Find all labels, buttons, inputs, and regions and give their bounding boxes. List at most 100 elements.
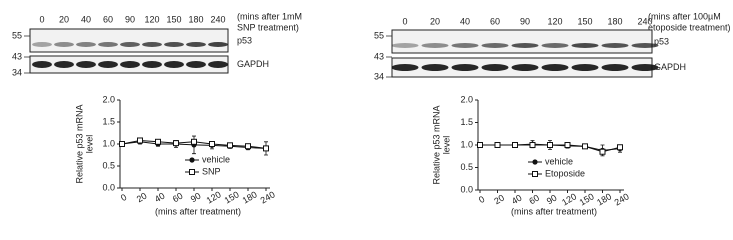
data-point bbox=[191, 138, 197, 145]
blot-annotation: (mins after 100µM bbox=[648, 11, 721, 21]
data-point bbox=[529, 142, 536, 148]
blot-band bbox=[98, 61, 118, 68]
blot-band bbox=[451, 43, 479, 48]
x-tick-label: 60 bbox=[171, 191, 185, 205]
y-tick-label: 1.5 bbox=[102, 116, 115, 126]
blot-band bbox=[32, 42, 52, 47]
legend-marker bbox=[189, 169, 195, 175]
data-point bbox=[155, 138, 161, 145]
lane-label: 40 bbox=[81, 14, 91, 24]
blot-band bbox=[164, 61, 184, 68]
blot-band bbox=[76, 42, 96, 47]
blot-band bbox=[54, 61, 74, 68]
y-axis-label: Relative p53 mRNA bbox=[431, 105, 441, 184]
lane-label: 180 bbox=[607, 16, 622, 26]
blot-band bbox=[631, 64, 659, 71]
y-tick-label: 2.0 bbox=[102, 94, 115, 104]
mw-marker: 55 bbox=[374, 30, 384, 40]
data-point bbox=[209, 141, 215, 147]
blot-band bbox=[32, 61, 52, 68]
x-tick-label: 20 bbox=[135, 191, 149, 205]
data-point bbox=[137, 137, 143, 144]
band-label: p53 bbox=[237, 35, 252, 45]
y-tick-label: 1.5 bbox=[460, 117, 473, 127]
blot-panel bbox=[391, 29, 653, 54]
x-tick-label: 90 bbox=[189, 191, 203, 205]
legend-marker bbox=[189, 157, 195, 163]
data-point bbox=[119, 141, 125, 147]
legend-label: Etoposide bbox=[545, 168, 585, 178]
data-point bbox=[494, 142, 501, 148]
blot-band bbox=[391, 43, 419, 48]
data-point bbox=[512, 142, 518, 148]
x-axis-label: (mins after treatment) bbox=[155, 206, 241, 216]
data-point bbox=[263, 145, 269, 152]
blot-band bbox=[186, 61, 206, 68]
x-tick-label: 60 bbox=[527, 193, 541, 207]
blot-band bbox=[541, 43, 569, 48]
blot-band bbox=[571, 43, 599, 48]
blot-band bbox=[481, 64, 509, 71]
legend-marker bbox=[532, 159, 538, 165]
lane-label: 90 bbox=[125, 14, 135, 24]
legend-label: vehicle bbox=[202, 154, 230, 164]
blot-band bbox=[631, 43, 659, 48]
x-tick-label: 20 bbox=[492, 193, 506, 207]
y-tick-label: 2.0 bbox=[460, 94, 473, 104]
y-tick-label: 1.0 bbox=[460, 139, 473, 149]
y-tick-label: 0.5 bbox=[102, 160, 115, 170]
x-tick-label: 180 bbox=[241, 189, 259, 205]
mw-marker: 43 bbox=[374, 51, 384, 61]
band-label: GAPDH bbox=[654, 62, 686, 72]
x-tick-label: 240 bbox=[613, 191, 631, 207]
data-point bbox=[227, 142, 233, 149]
blot-band bbox=[186, 42, 206, 47]
lane-label: 120 bbox=[144, 14, 159, 24]
lane-label: 180 bbox=[188, 14, 203, 24]
x-tick-label: 40 bbox=[510, 193, 524, 207]
blot-band bbox=[208, 42, 228, 47]
band-label: p53 bbox=[654, 36, 669, 46]
y-tick-label: 0.0 bbox=[102, 182, 115, 192]
lane-label: 40 bbox=[460, 16, 470, 26]
lane-label: 20 bbox=[430, 16, 440, 26]
data-point bbox=[173, 140, 179, 147]
blot-band bbox=[511, 43, 539, 48]
lane-label: 90 bbox=[520, 16, 530, 26]
legend-marker bbox=[532, 171, 538, 177]
x-tick-label: 120 bbox=[205, 189, 223, 205]
figure: 0 20 40 60 90 120 150 180 240 (mins after 1mMSNP … bbox=[12, 11, 731, 216]
y-axis-label: level bbox=[441, 136, 451, 155]
mw-marker: 43 bbox=[12, 51, 22, 61]
blot-band bbox=[54, 42, 74, 47]
lane-label: 150 bbox=[577, 16, 592, 26]
blot-band bbox=[164, 42, 184, 47]
data-point bbox=[564, 142, 571, 148]
lane-label: 240 bbox=[637, 16, 652, 26]
mw-marker: 34 bbox=[12, 67, 22, 77]
blot-band bbox=[120, 42, 140, 47]
x-tick-label: 0 bbox=[477, 194, 486, 205]
blot-annotation: (mins after 1mM bbox=[237, 11, 302, 21]
x-tick-label: 40 bbox=[153, 191, 167, 205]
x-tick-label: 150 bbox=[223, 189, 241, 205]
data-point bbox=[547, 142, 553, 148]
blot-band bbox=[142, 42, 162, 47]
blot-band bbox=[142, 61, 162, 68]
blot-band bbox=[541, 64, 569, 71]
data-point bbox=[599, 148, 606, 155]
blot-band bbox=[481, 43, 509, 48]
band-label: GAPDH bbox=[237, 59, 269, 69]
y-tick-label: 0.5 bbox=[460, 162, 473, 172]
y-axis-label: Relative p53 mRNA bbox=[74, 104, 84, 183]
x-tick-label: 0 bbox=[119, 192, 128, 203]
data-point bbox=[617, 144, 623, 151]
legend-label: SNP bbox=[202, 166, 221, 176]
blot-band bbox=[421, 64, 449, 71]
data-point bbox=[477, 142, 483, 148]
y-tick-label: 0.0 bbox=[460, 184, 473, 194]
lane-label: 240 bbox=[210, 14, 225, 24]
blot-band bbox=[601, 43, 629, 48]
x-axis-label: (mins after treatment) bbox=[511, 206, 597, 216]
x-tick-label: 240 bbox=[259, 189, 277, 205]
